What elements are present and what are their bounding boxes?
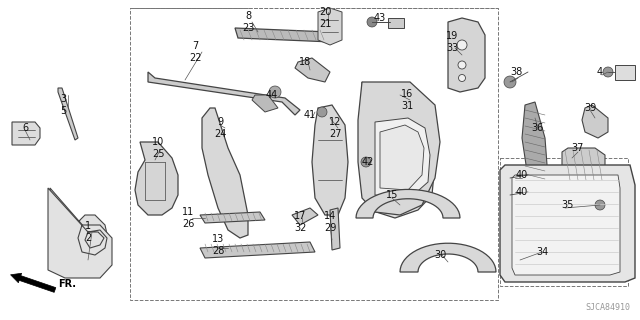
Circle shape bbox=[603, 67, 613, 77]
Text: 20
21: 20 21 bbox=[319, 7, 331, 29]
Circle shape bbox=[458, 61, 466, 69]
Polygon shape bbox=[400, 243, 496, 272]
Circle shape bbox=[317, 107, 327, 117]
Text: 36: 36 bbox=[531, 123, 543, 133]
Polygon shape bbox=[58, 88, 78, 140]
Text: 40: 40 bbox=[516, 187, 528, 197]
Polygon shape bbox=[362, 82, 435, 218]
Text: 40: 40 bbox=[516, 170, 528, 180]
Circle shape bbox=[505, 173, 515, 183]
Polygon shape bbox=[330, 208, 340, 250]
Text: 10
25: 10 25 bbox=[152, 137, 164, 159]
Text: 14
29: 14 29 bbox=[324, 211, 336, 233]
Polygon shape bbox=[135, 142, 178, 215]
Polygon shape bbox=[522, 102, 548, 182]
Polygon shape bbox=[252, 95, 278, 112]
Polygon shape bbox=[582, 105, 608, 138]
Text: 13
28: 13 28 bbox=[212, 234, 224, 256]
Polygon shape bbox=[200, 242, 315, 258]
Text: 30: 30 bbox=[434, 250, 446, 260]
Polygon shape bbox=[448, 18, 485, 92]
Circle shape bbox=[458, 75, 465, 82]
Polygon shape bbox=[200, 212, 265, 223]
Text: 9
24: 9 24 bbox=[214, 117, 226, 139]
Text: 7
22: 7 22 bbox=[189, 41, 201, 63]
Polygon shape bbox=[356, 189, 460, 218]
Polygon shape bbox=[12, 122, 40, 145]
Circle shape bbox=[269, 86, 281, 98]
Circle shape bbox=[457, 40, 467, 50]
Text: 17
32: 17 32 bbox=[294, 211, 306, 233]
Circle shape bbox=[504, 76, 516, 88]
Polygon shape bbox=[235, 28, 332, 42]
Circle shape bbox=[595, 200, 605, 210]
Polygon shape bbox=[202, 108, 248, 238]
Bar bbox=[500, 158, 628, 286]
Text: 34: 34 bbox=[536, 247, 548, 257]
Polygon shape bbox=[48, 188, 112, 278]
Text: 42: 42 bbox=[362, 157, 374, 167]
Text: 11
26: 11 26 bbox=[182, 207, 194, 229]
Text: 6: 6 bbox=[22, 123, 28, 133]
Text: 41: 41 bbox=[304, 110, 316, 120]
Polygon shape bbox=[500, 165, 635, 282]
Polygon shape bbox=[312, 105, 348, 215]
Polygon shape bbox=[562, 148, 605, 182]
Polygon shape bbox=[358, 82, 440, 215]
Text: 12
27: 12 27 bbox=[329, 117, 341, 139]
Polygon shape bbox=[380, 125, 424, 190]
Bar bbox=[130, 8, 498, 300]
Text: FR.: FR. bbox=[58, 279, 76, 289]
Polygon shape bbox=[512, 175, 620, 275]
Polygon shape bbox=[318, 8, 342, 45]
Text: 19
33: 19 33 bbox=[446, 31, 458, 53]
Circle shape bbox=[367, 17, 377, 27]
Polygon shape bbox=[148, 72, 300, 115]
Polygon shape bbox=[375, 118, 430, 198]
Polygon shape bbox=[295, 58, 330, 82]
Text: 44: 44 bbox=[266, 90, 278, 100]
Text: 1
2: 1 2 bbox=[85, 221, 91, 243]
Circle shape bbox=[361, 157, 371, 167]
Text: 3
5: 3 5 bbox=[60, 94, 66, 116]
Polygon shape bbox=[615, 65, 635, 80]
Text: 39: 39 bbox=[584, 103, 596, 113]
Text: 18: 18 bbox=[299, 57, 311, 67]
Circle shape bbox=[505, 190, 515, 200]
Text: 4: 4 bbox=[597, 67, 603, 77]
Text: 16
31: 16 31 bbox=[401, 89, 413, 111]
Text: 38: 38 bbox=[510, 67, 522, 77]
Text: SJCA84910: SJCA84910 bbox=[585, 303, 630, 312]
Text: 35: 35 bbox=[561, 200, 573, 210]
FancyArrow shape bbox=[10, 273, 56, 292]
Text: 43: 43 bbox=[374, 13, 386, 23]
Text: 37: 37 bbox=[571, 143, 583, 153]
Text: 15: 15 bbox=[386, 190, 398, 200]
Text: 8
23: 8 23 bbox=[242, 11, 254, 33]
Polygon shape bbox=[292, 208, 318, 225]
Polygon shape bbox=[50, 188, 110, 275]
Polygon shape bbox=[388, 18, 404, 28]
